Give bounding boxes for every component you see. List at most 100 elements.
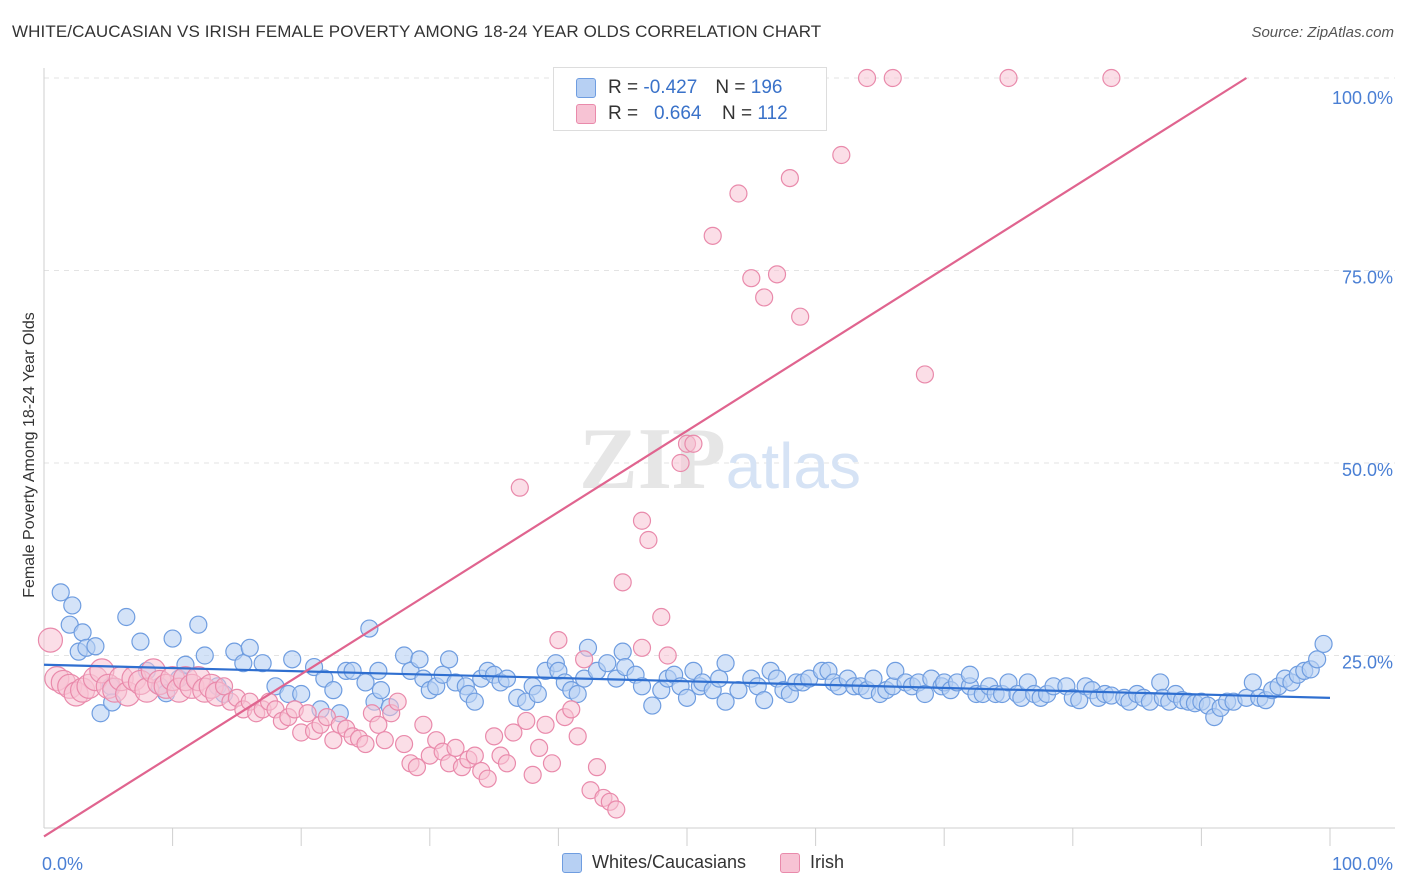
point-irish (530, 738, 549, 758)
point-whites (195, 646, 214, 665)
bottom-legend-irish[interactable]: Irish (780, 852, 844, 873)
legend-r-label: R = (608, 77, 639, 98)
legend-n-value-blue: 196 (750, 77, 783, 98)
point-whites (343, 661, 362, 681)
point-irish (504, 723, 523, 742)
point-irish (485, 727, 504, 746)
watermark-zip: ZIP (579, 411, 726, 508)
legend-n-value-pink: 112 (757, 103, 788, 124)
point-irish (832, 145, 851, 165)
x-tick-label: 0.0% (42, 854, 83, 874)
y-tick-label: 75.0% (1342, 268, 1393, 288)
point-whites (677, 688, 697, 707)
point-irish (478, 769, 497, 788)
point-whites (371, 681, 391, 700)
point-irish (407, 758, 427, 777)
point-irish (999, 68, 1018, 88)
point-whites (324, 681, 343, 700)
bottom-legend-swatch-pink (780, 852, 801, 873)
point-irish (883, 68, 902, 88)
y-tick-label: 25.0% (1342, 653, 1393, 673)
chart-title: WHITE/CAUCASIAN VS IRISH FEMALE POVERTY … (12, 22, 822, 41)
point-whites (369, 661, 388, 681)
watermark: ZIPatlas (579, 411, 861, 508)
point-irish (523, 765, 542, 784)
point-irish (703, 226, 722, 245)
point-irish (755, 288, 774, 307)
bottom-legend-whites[interactable]: Whites/Caucasians (561, 852, 746, 873)
point-irish (587, 758, 607, 777)
point-irish (791, 307, 810, 326)
point-whites (632, 677, 652, 696)
point-whites (960, 665, 980, 684)
point-whites (643, 696, 662, 715)
point-whites (51, 583, 70, 602)
point-whites (73, 623, 92, 642)
point-whites (131, 632, 150, 651)
point-irish (497, 754, 517, 773)
y-tick-label: 100.0% (1332, 88, 1393, 108)
point-irish (214, 677, 234, 696)
legend-swatch-pink (576, 104, 596, 124)
point-whites (1243, 673, 1262, 692)
legend-box: R = -0.427 N = 196 R = 0.664 N = 112 (553, 67, 827, 131)
point-whites (528, 684, 547, 704)
point-whites (1151, 673, 1170, 692)
point-irish (767, 265, 787, 284)
legend-r-label: R = (608, 103, 639, 124)
point-irish (671, 453, 690, 473)
point-irish (742, 269, 761, 288)
x-tick-label: 100.0% (1332, 854, 1393, 874)
point-irish (857, 68, 877, 88)
point-whites (1314, 634, 1333, 654)
point-whites (117, 607, 136, 627)
point-irish (394, 734, 414, 754)
point-whites (716, 692, 735, 711)
point-irish (568, 727, 587, 746)
source-label: Source: ZipAtlas.com (1251, 24, 1394, 41)
point-whites (716, 654, 735, 673)
point-whites (410, 650, 429, 669)
point-irish (369, 715, 388, 734)
point-irish (465, 746, 484, 765)
point-irish (915, 365, 935, 384)
point-irish (652, 607, 671, 627)
legend-n-label: N = (715, 77, 746, 98)
point-irish (375, 731, 394, 750)
point-whites (189, 615, 208, 634)
point-irish (536, 715, 555, 734)
point-irish (510, 478, 529, 497)
point-irish (414, 715, 433, 734)
point-irish (658, 646, 677, 665)
point-irish (613, 573, 632, 592)
point-irish (298, 704, 317, 723)
point-irish (575, 650, 594, 669)
legend-row-irish: R = 0.664 N = 112 (576, 102, 788, 126)
point-irish (324, 731, 343, 750)
point-whites (1308, 650, 1327, 669)
point-irish (517, 711, 536, 731)
point-whites (292, 684, 311, 704)
point-irish (562, 700, 581, 719)
point-whites (163, 629, 182, 648)
point-irish (1102, 68, 1121, 88)
trendline-irish (43, 77, 1247, 838)
point-irish (549, 630, 568, 650)
point-irish (388, 692, 407, 711)
point-irish (607, 800, 626, 819)
point-irish (542, 754, 562, 773)
point-whites (91, 704, 110, 723)
bottom-legend: Whites/Caucasians Irish (0, 852, 1406, 873)
bottom-legend-label-irish: Irish (810, 852, 845, 872)
point-irish (37, 627, 64, 653)
watermark-atlas: atlas (726, 430, 861, 502)
point-irish (446, 738, 465, 758)
point-whites (598, 654, 617, 673)
trendline-whites (43, 663, 1331, 699)
point-irish (729, 184, 748, 203)
bottom-legend-swatch-blue (561, 852, 582, 873)
point-irish (356, 734, 375, 754)
point-irish (780, 169, 799, 188)
legend-swatch-blue (576, 78, 596, 98)
